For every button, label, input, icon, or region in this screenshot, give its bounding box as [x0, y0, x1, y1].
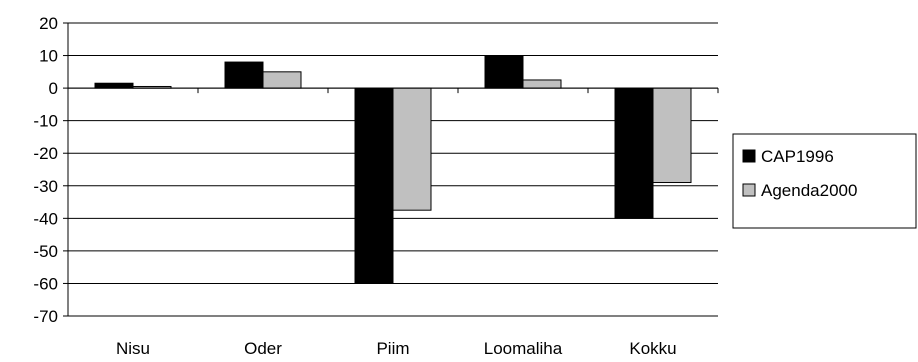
x-tick-label: Oder [244, 339, 282, 358]
legend: CAP1996 Agenda2000 [732, 133, 917, 229]
legend-label-agenda2000: Agenda2000 [761, 181, 857, 200]
x-tick-labels: Nisu Oder Piim Loomaliha Kokku [116, 339, 677, 358]
bar-agenda2000-loomaliha [522, 79, 562, 89]
y-tick-label: 20 [39, 14, 58, 33]
axes [63, 22, 719, 317]
bar-agenda2000-oder [262, 71, 302, 89]
x-tick-label: Piim [376, 339, 409, 358]
y-tick-label: 0 [49, 79, 58, 98]
y-tick-label: -50 [33, 242, 58, 261]
y-tick-label: -30 [33, 177, 58, 196]
y-tick-label: -40 [33, 209, 58, 228]
bar-agenda2000-piim [392, 87, 432, 211]
bar-cap1996-nisu [94, 82, 134, 89]
y-tick-label: 10 [39, 47, 58, 66]
y-tick-label: -60 [33, 274, 58, 293]
x-tick-label: Nisu [116, 339, 150, 358]
y-tick-label: -70 [33, 307, 58, 326]
legend-label-cap1996: CAP1996 [761, 147, 834, 166]
bar-cap1996-piim [354, 87, 394, 284]
y-tick-labels: 20 10 0 -10 -20 -30 -40 -50 -60 -70 [33, 14, 58, 326]
x-tick-label: Kokku [629, 339, 676, 358]
bar-cap1996-kokku [614, 87, 654, 219]
legend-swatch-agenda2000 [742, 183, 756, 197]
y-tick-label: -10 [33, 112, 58, 131]
x-tick-label: Loomaliha [484, 339, 563, 358]
bar-cap1996-oder [224, 61, 264, 89]
legend-swatch-cap1996 [742, 149, 756, 163]
legend-box [732, 133, 917, 229]
bar-agenda2000-kokku [652, 87, 692, 184]
y-tick-label: -20 [33, 144, 58, 163]
bar-cap1996-loomaliha [484, 55, 524, 89]
bars [94, 55, 692, 284]
